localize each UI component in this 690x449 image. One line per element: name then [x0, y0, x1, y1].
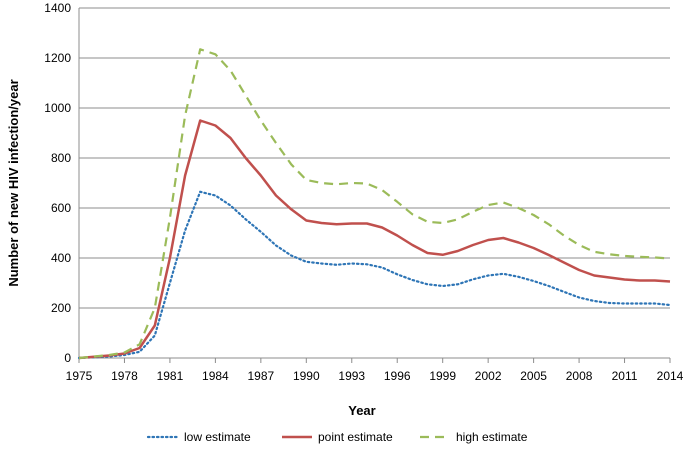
y-tick-label: 400: [51, 251, 71, 265]
x-tick-label: 2014: [657, 369, 684, 383]
x-tick-label: 1987: [247, 369, 274, 383]
x-tick-label: 1981: [157, 369, 184, 383]
y-tick-label: 800: [51, 151, 71, 165]
x-tick-label: 2002: [475, 369, 502, 383]
y-tick-label: 1200: [44, 51, 71, 65]
series-line-low-estimate: [77, 190, 672, 360]
legend-label: high estimate: [456, 430, 528, 444]
x-tick-label: 1984: [202, 369, 229, 383]
series-line-high-estimate: [78, 48, 671, 360]
x-tick-label: 1996: [384, 369, 411, 383]
y-tick-label: 600: [51, 201, 71, 215]
y-tick-label: 0: [64, 351, 71, 365]
x-tick-label: 2011: [612, 369, 638, 383]
series-line-point-estimate: [78, 119, 671, 360]
x-tick-label: 2005: [520, 369, 547, 383]
y-axis-title: Number of new HIV infection/year: [6, 79, 21, 286]
x-tick-label: 2008: [566, 369, 593, 383]
x-tick-label: 1993: [338, 369, 365, 383]
tick-labels: 0 200 400 600 800 1000 1200 1400 1975 1978 1981 198…: [44, 1, 683, 383]
x-axis-title: Year: [348, 403, 375, 418]
x-tick-label: 1975: [66, 369, 93, 383]
y-tick-label: 200: [51, 301, 71, 315]
x-tick-label: 1978: [111, 369, 138, 383]
x-tick-label: 1990: [293, 369, 320, 383]
y-tick-label: 1400: [44, 1, 71, 15]
series-lines: [77, 48, 672, 360]
legend-label: point estimate: [318, 430, 393, 444]
axes: [78, 8, 671, 363]
x-tick-label: 1999: [429, 369, 456, 383]
legend: low estimate point estimate high estimate: [146, 430, 528, 444]
legend-label: low estimate: [184, 430, 251, 444]
y-tick-label: 1000: [44, 101, 71, 115]
